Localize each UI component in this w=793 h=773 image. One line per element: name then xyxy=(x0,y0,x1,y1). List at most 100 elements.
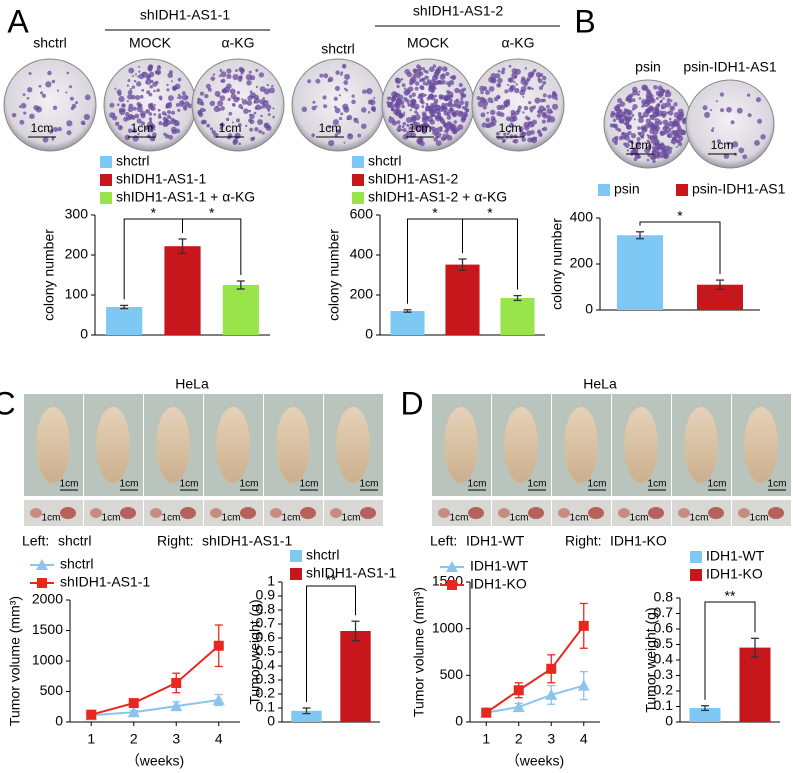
point xyxy=(213,640,224,651)
legend-marker xyxy=(447,580,457,590)
colony xyxy=(652,128,659,135)
colony xyxy=(495,73,501,79)
colony xyxy=(632,86,638,93)
colony xyxy=(351,99,356,105)
colony xyxy=(260,114,263,118)
x-axis-label: （weeks) xyxy=(506,753,564,769)
colony xyxy=(403,89,410,96)
colony xyxy=(319,73,324,78)
colony xyxy=(132,74,135,78)
colony xyxy=(431,85,437,91)
colony xyxy=(140,121,146,126)
x-tick-label: 4 xyxy=(215,731,223,747)
colony xyxy=(41,93,47,98)
colony xyxy=(629,116,633,120)
colony xyxy=(451,74,457,81)
colony xyxy=(662,145,669,152)
colony xyxy=(332,119,339,126)
colony xyxy=(508,87,514,93)
panel-title: HeLa xyxy=(175,376,209,392)
colony xyxy=(650,139,655,144)
colony xyxy=(504,89,509,94)
legend-label: IDH1-KO xyxy=(706,566,763,582)
colony xyxy=(541,119,546,124)
y-tick-label: 0.7 xyxy=(256,615,276,631)
colony xyxy=(409,108,412,112)
group-label: shIDH1-AS1-1 xyxy=(140,7,230,23)
y-axis-label: Tumor volume (mm³) xyxy=(411,587,427,717)
tumor xyxy=(708,507,724,519)
colony xyxy=(760,134,766,140)
colony xyxy=(754,139,760,146)
colony xyxy=(637,93,640,96)
colony xyxy=(150,105,156,112)
colony xyxy=(480,112,486,118)
colony xyxy=(343,80,349,85)
tumor xyxy=(498,508,510,518)
significance-bracket xyxy=(462,218,518,290)
colony xyxy=(542,98,546,103)
colony xyxy=(659,88,665,94)
scale-label: 1cm xyxy=(570,513,589,524)
colony xyxy=(513,81,516,84)
colony xyxy=(411,92,416,97)
colony xyxy=(631,107,635,111)
colony xyxy=(433,137,438,142)
colony xyxy=(420,100,425,105)
colony xyxy=(177,108,181,112)
dish-label: psin xyxy=(635,59,661,75)
tumor xyxy=(270,508,282,518)
mouse-photo: 1cm xyxy=(24,394,83,496)
colony xyxy=(433,98,439,104)
y-tick-label: 200 xyxy=(65,246,89,262)
colony xyxy=(702,105,708,111)
tumor-photo: 1cm xyxy=(552,500,611,526)
colony xyxy=(334,85,340,91)
y-axis-label: Tumor weight (g) xyxy=(247,599,263,704)
colony xyxy=(307,79,312,84)
colony xyxy=(611,123,617,128)
colony xyxy=(455,98,460,102)
y-tick-label: 1500 xyxy=(32,621,63,637)
legend-swatch xyxy=(290,568,302,580)
caption: IDH1-KO xyxy=(610,533,667,549)
colony xyxy=(132,128,137,133)
colony xyxy=(619,118,625,124)
colony xyxy=(532,68,537,73)
scale-label: 1cm xyxy=(102,513,121,524)
mouse xyxy=(444,407,478,483)
colony xyxy=(177,93,181,97)
colony xyxy=(465,103,469,108)
colony xyxy=(153,128,156,131)
colony xyxy=(148,92,153,97)
mouse-photo: 1cm xyxy=(732,394,791,496)
colony xyxy=(627,98,633,104)
colony xyxy=(166,109,172,115)
dish xyxy=(685,79,775,169)
colony xyxy=(301,106,308,113)
colony xyxy=(514,88,520,94)
colony xyxy=(136,118,142,124)
colony xyxy=(152,132,157,138)
colony xyxy=(391,98,396,103)
legend-label: shIDH1-AS1-1 xyxy=(306,565,396,581)
scale-label: 1cm xyxy=(319,121,342,135)
point xyxy=(578,620,589,631)
y-tick-label: 0.3 xyxy=(256,671,276,687)
y-tick-label: 300 xyxy=(65,206,89,222)
legend-swatch xyxy=(690,569,702,581)
y-tick-label: 200 xyxy=(350,286,374,302)
colony xyxy=(262,97,266,100)
colony xyxy=(665,90,672,98)
dish-photo xyxy=(291,58,385,152)
colony xyxy=(57,126,62,132)
colony xyxy=(552,103,559,110)
colony xyxy=(357,121,360,124)
colony xyxy=(709,108,713,112)
colony xyxy=(421,105,425,109)
colony xyxy=(69,96,74,101)
colony xyxy=(322,95,327,100)
tumor-photo: 1cm xyxy=(24,500,83,526)
colony xyxy=(532,136,537,141)
tumor xyxy=(60,507,76,519)
